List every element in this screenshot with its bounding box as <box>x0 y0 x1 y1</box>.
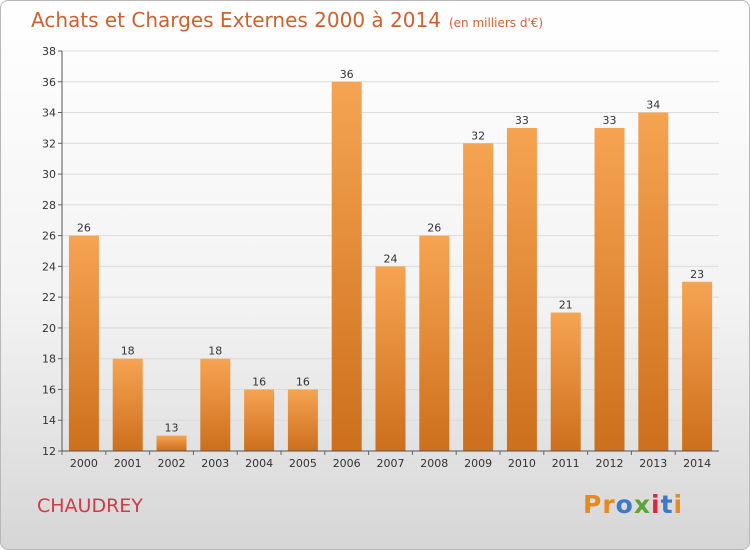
y-tick-label: 14 <box>42 414 56 427</box>
logo-letter: o <box>615 490 634 519</box>
logo-letter: i <box>673 490 684 519</box>
data-labels: 26 18 13 18 16 16 36 24 26 32 33 21 33 34 23 <box>77 68 704 435</box>
x-tick-labels: 2000 2001 2002 2003 2004 2005 2006 2007 2008 2009… <box>70 457 711 470</box>
x-tick-label: 2011 <box>552 457 580 470</box>
x-tick-label: 2013 <box>639 457 667 470</box>
bar <box>506 127 537 451</box>
bar <box>638 112 669 452</box>
y-tick-label: 28 <box>42 199 56 212</box>
bar-value-label: 13 <box>165 422 179 435</box>
bar <box>112 358 143 451</box>
bar <box>287 389 318 451</box>
logo-letter: t <box>660 490 674 519</box>
y-tick-label: 30 <box>42 168 56 181</box>
x-tick-label: 2004 <box>245 457 273 470</box>
logo-letter: x <box>633 490 651 519</box>
y-tick-label: 36 <box>42 76 56 89</box>
bar-value-label: 16 <box>296 375 310 388</box>
y-tick-label: 22 <box>42 291 56 304</box>
bar <box>244 389 275 451</box>
chart-title-text: Achats et Charges Externes 2000 à 2014 <box>31 8 441 32</box>
x-tick-label: 2001 <box>114 457 142 470</box>
bar <box>463 143 494 452</box>
x-tick-label: 2008 <box>420 457 448 470</box>
logo-letter: r <box>602 490 616 519</box>
logo-letter: i <box>651 490 661 519</box>
bar <box>550 312 581 451</box>
chart-title: Achats et Charges Externes 2000 à 2014 (e… <box>31 8 543 32</box>
x-tick-label: 2010 <box>508 457 536 470</box>
bar <box>68 235 99 451</box>
bar-value-label: 26 <box>427 222 441 235</box>
bar-value-label: 18 <box>208 345 222 358</box>
y-tick-label: 18 <box>42 353 56 366</box>
y-tick-label: 38 <box>42 45 56 58</box>
y-tick-label: 26 <box>42 230 56 243</box>
bar-value-label: 33 <box>515 114 529 127</box>
bar <box>419 235 450 451</box>
location-name: CHAUDREY <box>37 495 143 517</box>
bar-value-label: 16 <box>252 375 266 388</box>
bar <box>331 81 362 452</box>
logo-letter: P <box>583 490 603 519</box>
x-tick-label: 2014 <box>683 457 711 470</box>
bar-value-label: 34 <box>646 99 660 112</box>
x-tick-label: 2003 <box>201 457 229 470</box>
bar <box>156 435 187 451</box>
bar-value-label: 33 <box>603 114 617 127</box>
x-tick-label: 2006 <box>333 457 361 470</box>
x-tick-label: 2012 <box>596 457 624 470</box>
y-tick-label: 24 <box>42 260 56 273</box>
bar <box>375 266 406 451</box>
x-tick-label: 2000 <box>70 457 98 470</box>
y-tick-label: 16 <box>42 383 56 396</box>
axes <box>61 51 719 452</box>
bar-value-label: 23 <box>690 268 704 281</box>
y-tick-labels: 12 14 16 18 20 22 24 26 28 30 32 34 36 38 <box>42 45 56 458</box>
bar-value-label: 21 <box>559 299 573 312</box>
proxiti-logo: Proxiti <box>583 490 683 519</box>
bar <box>200 358 231 451</box>
x-tick-label: 2007 <box>377 457 405 470</box>
bar-value-label: 26 <box>77 222 91 235</box>
bar-value-label: 32 <box>471 129 485 142</box>
bar-value-label: 18 <box>121 345 135 358</box>
bars <box>68 81 713 452</box>
bar-value-label: 24 <box>384 252 398 265</box>
x-tick-label: 2009 <box>464 457 492 470</box>
bar <box>682 281 713 451</box>
y-tick-label: 20 <box>42 322 56 335</box>
chart-unit: (en milliers d'€) <box>448 16 544 30</box>
bar <box>594 127 625 451</box>
x-tick-label: 2002 <box>158 457 186 470</box>
x-tick-label: 2005 <box>289 457 317 470</box>
y-tick-label: 12 <box>42 445 56 458</box>
y-tick-label: 34 <box>42 107 56 120</box>
bar-value-label: 36 <box>340 68 354 81</box>
y-tick-label: 32 <box>42 137 56 150</box>
